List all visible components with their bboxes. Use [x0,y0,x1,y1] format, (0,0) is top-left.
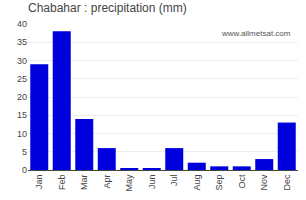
svg-text:Jul: Jul [169,175,179,187]
svg-text:Mar: Mar [79,175,89,191]
svg-text:Jan: Jan [34,175,44,190]
svg-text:www.allmetsat.com: www.allmetsat.com [221,29,291,38]
svg-text:May: May [124,174,134,192]
svg-text:30: 30 [17,56,27,66]
svg-text:Apr: Apr [102,175,112,189]
svg-text:Sep: Sep [214,175,224,191]
svg-text:Oct: Oct [237,174,247,189]
svg-text:Dec: Dec [282,174,292,191]
svg-text:Nov: Nov [259,174,269,191]
svg-text:Chabahar : precipitation (mm): Chabahar : precipitation (mm) [28,1,187,15]
svg-text:20: 20 [17,92,27,102]
svg-text:15: 15 [17,110,27,120]
svg-text:5: 5 [22,147,27,157]
svg-text:25: 25 [17,74,27,84]
svg-text:40: 40 [17,19,27,29]
svg-text:10: 10 [17,129,27,139]
svg-text:35: 35 [17,37,27,47]
svg-text:Jun: Jun [147,175,157,190]
svg-text:Feb: Feb [57,175,67,191]
svg-text:Aug: Aug [192,175,202,191]
svg-text:0: 0 [22,165,27,175]
